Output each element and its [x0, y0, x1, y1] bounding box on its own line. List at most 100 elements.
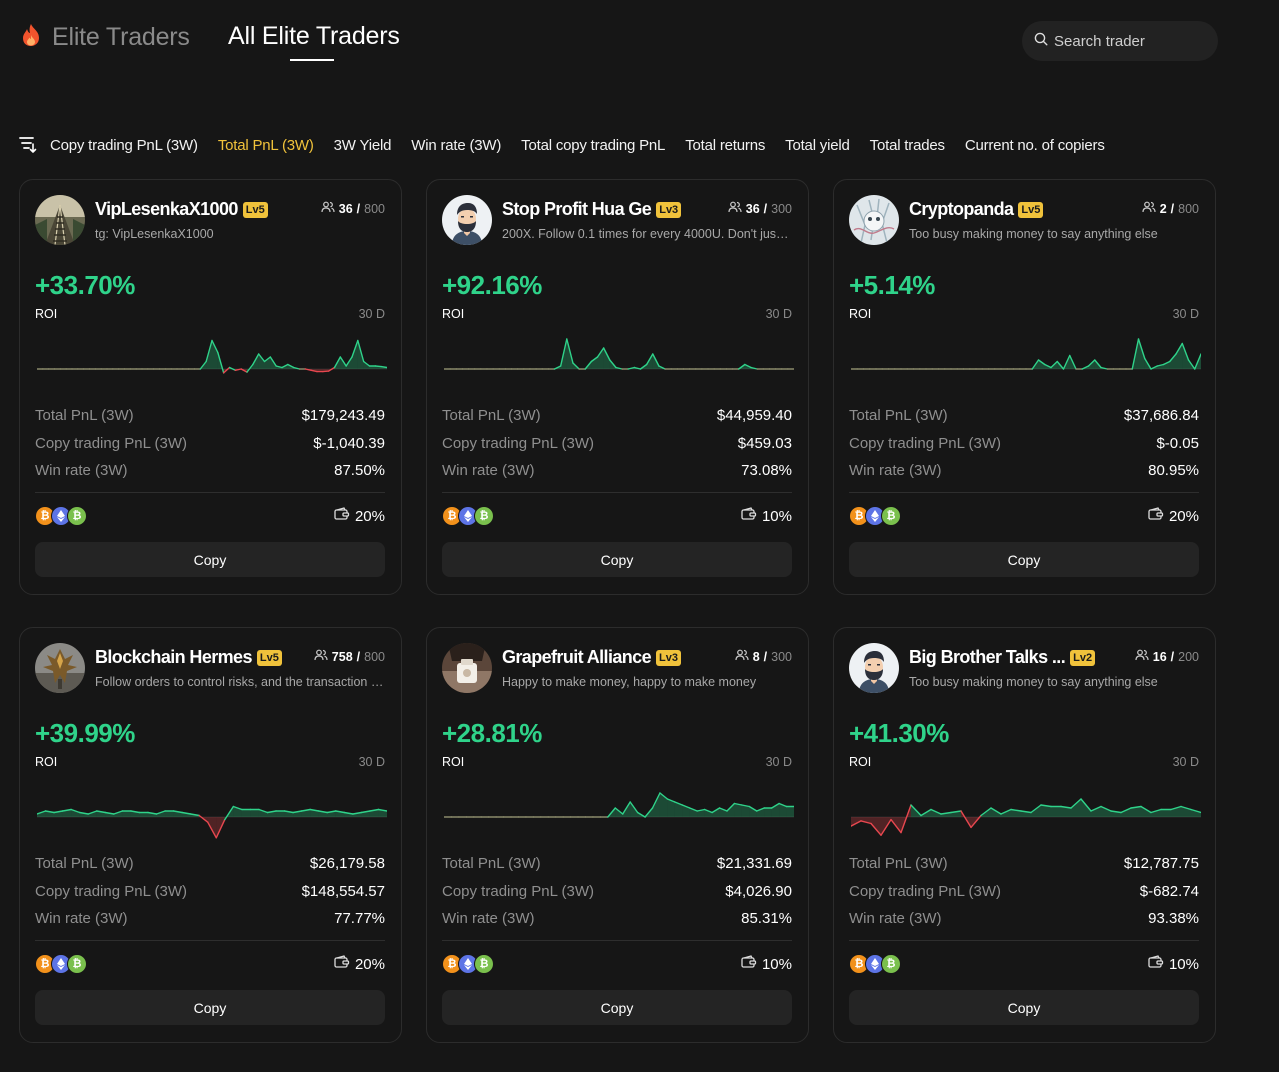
copy-button[interactable]: Copy [35, 990, 385, 1025]
copy-pnl-label: Copy trading PnL (3W) [35, 435, 188, 452]
total-pnl-row: Total PnL (3W) $179,243.49 [35, 407, 385, 424]
sort-option[interactable]: Total returns [685, 136, 766, 154]
trader-name-row[interactable]: Blockchain Hermes Lv5 [95, 647, 282, 668]
total-pnl-row: Total PnL (3W) $26,179.58 [35, 855, 385, 872]
profit-share: 10% [741, 955, 792, 973]
sparkline-area-segment [1061, 806, 1071, 817]
sort-option[interactable]: Total copy trading PnL [521, 136, 666, 154]
sparkline-segment [310, 369, 318, 373]
sort-option[interactable]: Win rate (3W) [411, 136, 502, 154]
sparkline-segment [61, 808, 72, 812]
sparkline-area-segment [597, 348, 604, 369]
sparkline-segment [607, 807, 616, 818]
trader-name[interactable]: Cryptopanda [909, 199, 1014, 219]
roi-sparkline [851, 798, 1201, 836]
sparkline-segment [584, 360, 593, 370]
coffee-cup-avatar [442, 643, 492, 693]
sparkline-segment [246, 363, 254, 373]
sparkline-area-segment [764, 808, 772, 817]
sparkline-area-segment [697, 809, 705, 817]
sparkline-segment [970, 814, 982, 829]
sparkline-segment [572, 362, 580, 370]
copy-button[interactable]: Copy [849, 542, 1199, 577]
sparkline-segment [1037, 359, 1046, 366]
sparkline-area-segment [165, 811, 174, 817]
users-icon [728, 201, 742, 216]
sparkline-segment [1144, 357, 1152, 370]
sparkline-area-segment [1151, 809, 1161, 817]
sparkline-segment [659, 792, 669, 800]
sort-option[interactable]: Current no. of copiers [964, 136, 1105, 154]
trader-name-row[interactable]: Grapefruit Alliance Lv3 [502, 647, 681, 668]
sparkline-segment [870, 822, 882, 836]
trader-card: VipLesenkaX1000 Lv5 36 / 800 tg: VipLese… [19, 179, 402, 595]
roi-value: +41.30% [849, 718, 949, 748]
coin-list: ₿ ₿ [849, 954, 901, 974]
sparkline-segment [155, 810, 166, 815]
coin-list: ₿ ₿ [35, 954, 87, 974]
copy-button[interactable]: Copy [442, 542, 792, 577]
sparkline-area-segment [1011, 809, 1021, 817]
sparkline-segment [980, 807, 992, 817]
total-pnl-row: Total PnL (3W) $37,686.84 [849, 407, 1199, 424]
copy-pnl-label: Copy trading PnL (3W) [849, 883, 1002, 900]
max-copiers: 800 [364, 201, 385, 216]
sparkline-segment [681, 804, 691, 809]
sparkline-segment [639, 363, 648, 370]
copy-button[interactable]: Copy [849, 990, 1199, 1025]
brand: Elite Traders [18, 22, 190, 53]
win-rate-value: 93.38% [1148, 910, 1199, 927]
search-box[interactable] [1022, 21, 1218, 61]
sparkline-segment [53, 810, 64, 814]
copy-button[interactable]: Copy [442, 990, 792, 1025]
sparkline-segment [1100, 805, 1112, 812]
trader-name[interactable]: Blockchain Hermes [95, 647, 252, 667]
trader-name-row[interactable]: Cryptopanda Lv5 [909, 199, 1044, 220]
trader-name-row[interactable]: Big Brother Talks ... Lv2 [909, 647, 1096, 668]
trader-name[interactable]: Grapefruit Alliance [502, 647, 652, 667]
sparkline-segment [1169, 353, 1177, 363]
sparkline-area-segment [156, 811, 166, 817]
copy-pnl-row: Copy trading PnL (3W) $459.03 [442, 435, 792, 452]
sparkline-segment [750, 366, 758, 370]
trader-card: Big Brother Talks ... Lv2 16 / 200 Too b… [833, 627, 1216, 1043]
search-icon [1034, 32, 1048, 51]
sort-option[interactable]: 3W Yield [333, 136, 392, 154]
trader-name-row[interactable]: VipLesenkaX1000 Lv5 [95, 199, 268, 220]
copiers-separator: / [356, 201, 361, 216]
roi-label: ROI [35, 755, 58, 769]
trader-name[interactable]: VipLesenkaX1000 [95, 199, 238, 219]
bch-icon: ₿ [67, 954, 87, 974]
copy-button[interactable]: Copy [35, 542, 385, 577]
sort-option[interactable]: Total PnL (3W) [217, 136, 314, 154]
sparkline-segment [1081, 365, 1090, 370]
sparkline-segment [1031, 359, 1040, 370]
sparkline-segment [1110, 810, 1122, 814]
sort-option[interactable]: Total yield [785, 136, 850, 154]
trader-name-row[interactable]: Stop Profit Hua Ge Lv3 [502, 199, 682, 220]
sparkline-area-segment [704, 809, 713, 817]
sparkline-area-segment [1176, 343, 1183, 369]
trader-bio: Too busy making money to say anything el… [909, 227, 1158, 241]
sort-filter-icon[interactable] [18, 135, 38, 155]
trader-name[interactable]: Big Brother Talks ... [909, 647, 1066, 667]
search-input[interactable] [1054, 32, 1204, 50]
sparkline-segment [1056, 360, 1065, 370]
copiers-count: 36 / 300 [728, 201, 792, 216]
tab-all-elite-traders[interactable]: All Elite Traders [228, 22, 400, 50]
roi-value: +39.99% [35, 718, 135, 748]
eth-icon [865, 506, 885, 526]
sparkline-area-segment [1031, 805, 1041, 817]
trader-name[interactable]: Stop Profit Hua Ge [502, 199, 652, 219]
sparkline-segment [198, 814, 209, 823]
sort-option[interactable]: Copy trading PnL (3W) [50, 136, 198, 154]
sparkline-segment [1150, 365, 1158, 370]
sparkline-area-segment [771, 803, 780, 817]
btc-icon: ₿ [35, 954, 55, 974]
sparkline-segment [205, 339, 213, 363]
copy-pnl-value: $4,026.90 [725, 883, 792, 900]
sort-option[interactable]: Total trades [869, 136, 945, 154]
current-copiers: 36 [338, 201, 353, 216]
copiers-separator: / [1170, 649, 1175, 664]
panda-art-avatar [849, 195, 899, 245]
